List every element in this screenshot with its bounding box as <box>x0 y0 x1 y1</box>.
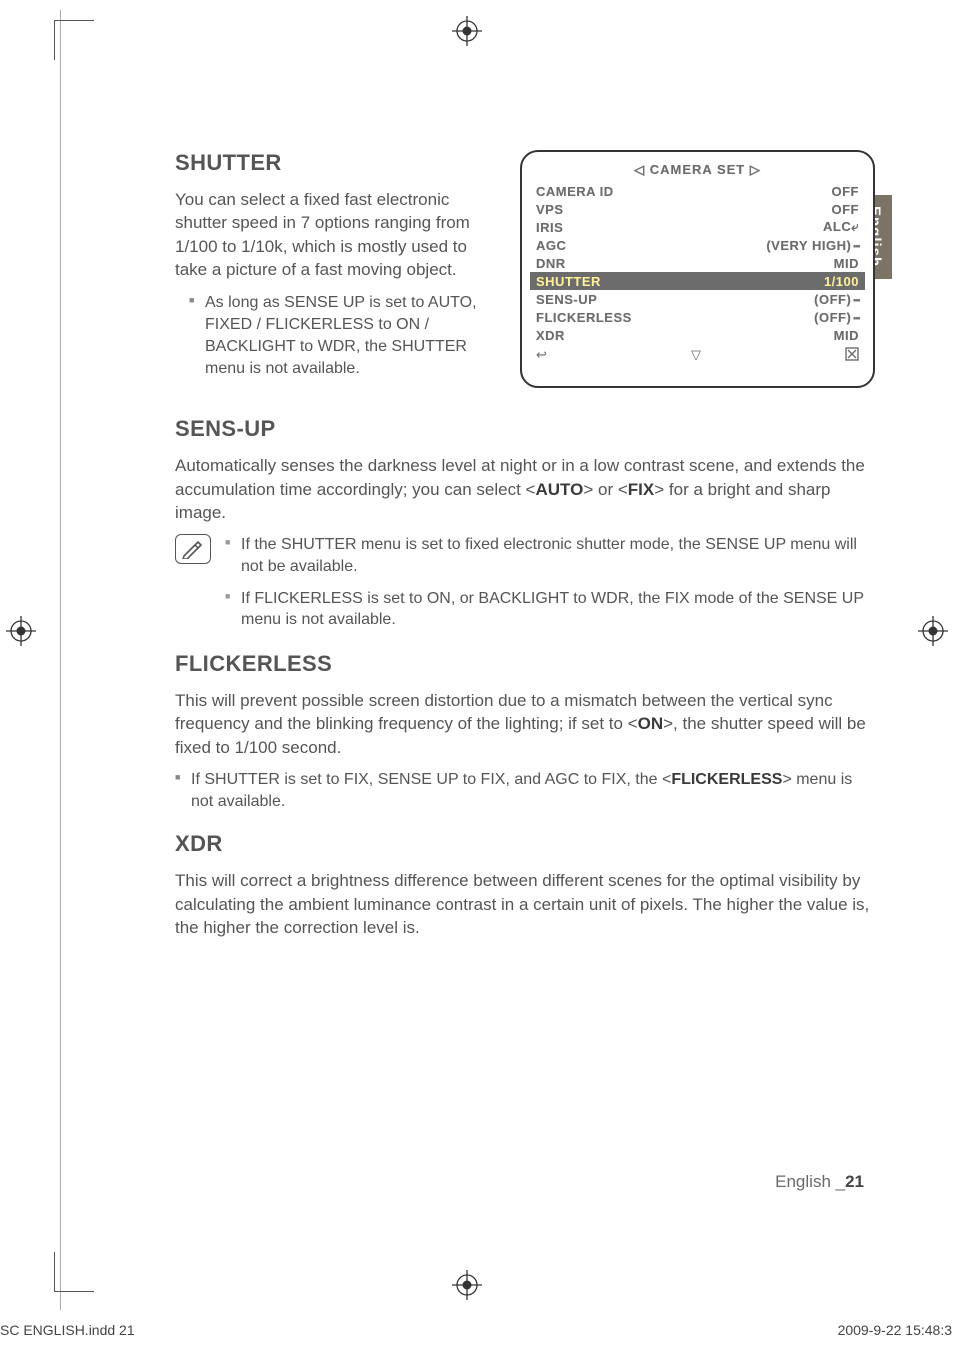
osd-row-dnr: DNR MID <box>536 254 859 272</box>
xdr-heading: XDR <box>175 831 875 857</box>
imprint-left: SC ENGLISH.indd 21 <box>0 1322 135 1338</box>
shutter-body: You can select a fixed fast electronic s… <box>175 188 495 282</box>
osd-row-xdr: XDR MID <box>536 326 859 344</box>
sensup-note-1: If the SHUTTER menu is set to fixed elec… <box>225 534 875 577</box>
osd-row-label: DNR <box>536 256 566 271</box>
osd-title: ◁ CAMERA SET ▷ <box>536 162 859 178</box>
left-trim-line <box>60 10 61 1310</box>
osd-row-shutter: SHUTTER 1/100 <box>530 272 865 290</box>
osd-row-label: IRIS <box>536 220 563 235</box>
osd-row-camera-id: CAMERA ID OFF <box>536 182 859 200</box>
osd-row-label: SHUTTER <box>536 274 601 289</box>
shutter-bullet-1: As long as SENSE UP is set to AUTO, FIXE… <box>189 292 495 380</box>
page-footer: English _21 <box>775 1172 864 1192</box>
osd-row-sens-up: SENS-UP (OFF) ┅ <box>536 290 859 308</box>
page-content: SHUTTER You can select a fixed fast elec… <box>175 150 875 950</box>
registration-mark-top <box>452 16 482 46</box>
osd-back-icon: ↩ <box>536 347 547 363</box>
xdr-body: This will correct a brightness differenc… <box>175 869 875 939</box>
flickerless-body: This will prevent possible screen distor… <box>175 689 875 759</box>
imprint-right: 2009-9-22 15:48:3 <box>838 1322 952 1338</box>
osd-row-label: XDR <box>536 328 565 343</box>
osd-row-vps: VPS OFF <box>536 200 859 218</box>
osd-row-label: FLICKERLESS <box>536 310 632 325</box>
flickerless-bullet-1: If SHUTTER is set to FIX, SENSE UP to FI… <box>175 769 875 813</box>
sensup-body: Automatically senses the darkness level … <box>175 454 875 524</box>
osd-row-label: SENS-UP <box>536 292 597 307</box>
osd-row-value: MID <box>834 328 859 343</box>
registration-mark-right <box>918 616 948 646</box>
osd-down-icon: ▽ <box>547 347 845 363</box>
osd-row-flickerless: FLICKERLESS (OFF) ┅ <box>536 308 859 326</box>
osd-row-value: 1/100 <box>824 274 859 289</box>
camera-set-osd: ◁ CAMERA SET ▷ CAMERA ID OFF VPS OFF IRIS ALC… <box>520 150 875 388</box>
osd-row-agc: AGC (VERY HIGH) ┅ <box>536 236 859 254</box>
sensup-note-2: If FLICKERLESS is set to ON, or BACKLIGH… <box>225 588 875 631</box>
shutter-heading: SHUTTER <box>175 150 495 176</box>
registration-mark-bottom <box>452 1270 482 1300</box>
osd-row-label: AGC <box>536 238 566 253</box>
osd-row-value: ALC⤶ <box>823 219 859 235</box>
osd-row-label: VPS <box>536 202 564 217</box>
osd-row-value: OFF <box>832 202 860 217</box>
osd-row-value: (OFF) ┅ <box>814 310 859 325</box>
registration-mark-left <box>6 616 36 646</box>
osd-row-label: CAMERA ID <box>536 184 614 199</box>
osd-row-value: (OFF) ┅ <box>814 292 859 307</box>
osd-close-icon <box>845 347 859 364</box>
sensup-heading: SENS-UP <box>175 416 875 442</box>
flickerless-heading: FLICKERLESS <box>175 651 875 677</box>
osd-row-value: MID <box>834 256 859 271</box>
note-icon <box>175 534 211 564</box>
osd-row-iris: IRIS ALC⤶ <box>536 218 859 236</box>
osd-row-value: OFF <box>832 184 860 199</box>
osd-row-value: (VERY HIGH) ┅ <box>766 238 859 253</box>
